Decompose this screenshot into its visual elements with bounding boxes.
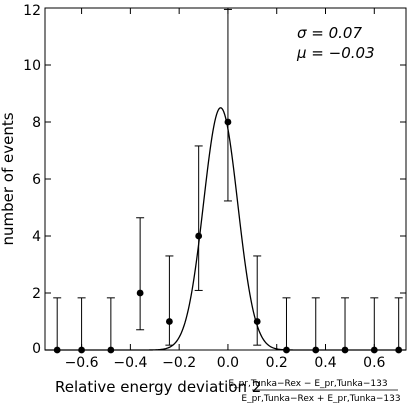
data-point-7	[253, 318, 261, 325]
x-axis-label-numerator: E_pr,Tunka−Rex − E_pr,Tunka−133	[228, 379, 387, 389]
data-point-4	[165, 318, 173, 325]
x-axis-label-denominator: E_pr,Tunka−Rex + E_pr,Tunka−133	[241, 394, 400, 403]
fit-curve	[45, 107, 406, 351]
y-tick-label-6: 12	[23, 3, 41, 19]
x-tick-label-1: −0.4	[113, 355, 147, 371]
x-tick-label-6: 0.6	[363, 355, 385, 371]
x-tick-label-3: 0.0	[217, 355, 239, 371]
y-tick-label-5: 10	[23, 58, 41, 74]
y-axis-label: number of events	[0, 112, 17, 245]
y-tick-label-4: 8	[32, 115, 41, 131]
y-tick-label-1: 2	[32, 286, 41, 302]
y-tick-label-0: 0	[32, 341, 41, 357]
data-point-5	[195, 232, 203, 240]
data-point-3	[136, 289, 144, 297]
data-point-6	[224, 118, 232, 126]
x-tick-label-0: −0.6	[65, 355, 99, 371]
x-tick-label-2: −0.2	[162, 355, 196, 371]
x-axis-label-main: Relative energy deviation 2	[55, 378, 261, 396]
annotation-sigma: σ = 0.07	[297, 24, 362, 42]
y-tick-label-3: 6	[32, 172, 41, 188]
annotation-mu: μ = −0.03	[296, 44, 375, 62]
y-tick-label-2: 4	[32, 229, 41, 245]
x-tick-label-5: 0.4	[314, 355, 336, 371]
x-tick-label-4: 0.2	[266, 355, 288, 371]
